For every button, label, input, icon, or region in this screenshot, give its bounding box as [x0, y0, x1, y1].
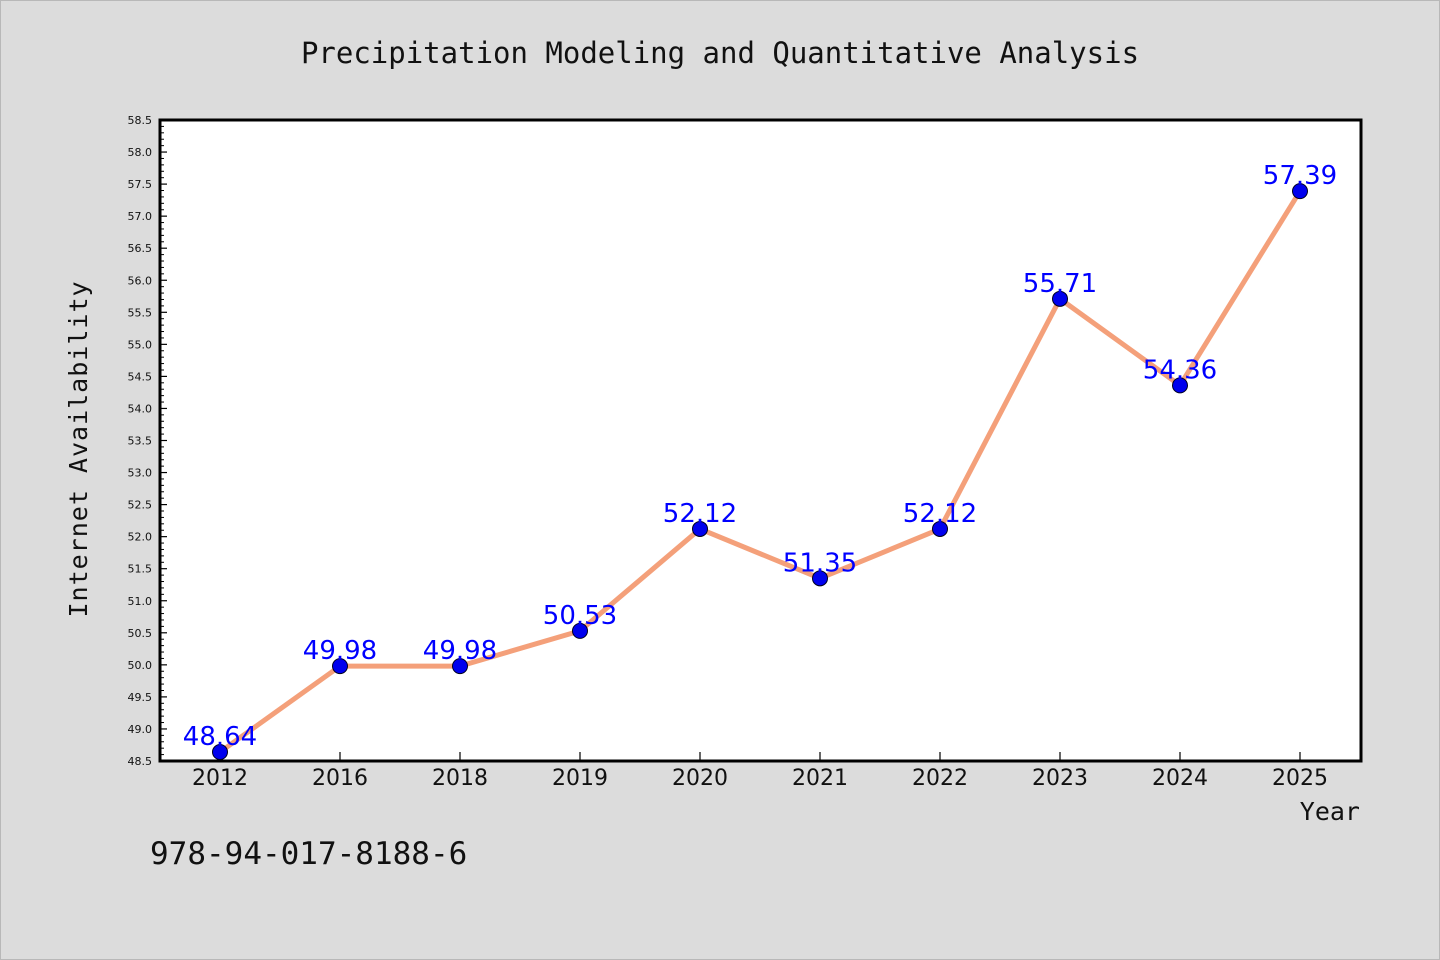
data-label-2022: 52.12 — [903, 499, 977, 529]
data-label-2012: 48.64 — [183, 722, 257, 752]
y-tick-label: 49.5 — [128, 691, 153, 704]
data-point-2019 — [572, 622, 588, 639]
x-tick-label: 2018 — [432, 766, 488, 791]
data-label-2021: 51.35 — [783, 548, 857, 578]
y-tick-label: 58.5 — [128, 114, 153, 127]
x-tick-label: 2024 — [1152, 766, 1208, 791]
data-label-2025: 57.39 — [1263, 161, 1337, 191]
y-tick-label: 48.5 — [128, 755, 153, 768]
y-tick-label: 56.5 — [128, 242, 153, 255]
y-tick-label: 56.0 — [128, 274, 153, 287]
data-label-2019: 50.53 — [543, 601, 617, 631]
footer-isbn: 978-94-017-8188-6 — [150, 836, 467, 872]
data-point-2023 — [1052, 290, 1068, 307]
data-label-2018: 49.98 — [423, 636, 497, 666]
y-tick-label: 50.0 — [128, 659, 153, 672]
y-tick-label: 52.0 — [128, 531, 153, 544]
data-label-2024: 54.36 — [1143, 355, 1217, 385]
y-tick-label: 50.5 — [128, 627, 153, 640]
y-tick-label: 53.5 — [128, 435, 153, 448]
x-tick-label: 2020 — [672, 766, 728, 791]
x-tick-label: 2021 — [792, 766, 848, 791]
data-markers — [212, 183, 1308, 761]
y-axis-label: Internet Availability — [64, 280, 93, 617]
x-axis: 2012 2016 2018 2019 2020 2021 2022 2023 2024 2025 — [192, 752, 1328, 791]
data-label-2016: 49.98 — [303, 636, 377, 666]
y-tick-label: 51.5 — [128, 563, 153, 576]
y-tick-label: 57.0 — [128, 210, 153, 223]
data-point-2021 — [812, 570, 828, 587]
x-tick-label: 2016 — [312, 766, 368, 791]
y-tick-label: 54.0 — [128, 402, 153, 415]
y-tick-label: 58.0 — [128, 146, 153, 159]
plot-area — [158, 118, 1363, 763]
y-axis: 48.5 49.0 49.5 50.0 50.5 51.0 51.5 52.0 52.5 53.0… — [128, 114, 167, 768]
data-point-2018 — [452, 658, 468, 675]
x-tick-label: 2023 — [1032, 766, 1088, 791]
y-tick-label: 49.0 — [128, 723, 153, 736]
data-point-2012 — [212, 744, 228, 761]
x-tick-label: 2019 — [552, 766, 608, 791]
y-tick-label: 57.5 — [128, 178, 153, 191]
data-label-2020: 52.12 — [663, 499, 737, 529]
data-point-2016 — [332, 658, 348, 675]
data-label-2023: 55.71 — [1023, 269, 1097, 299]
data-point-2020 — [692, 520, 708, 537]
y-tick-label: 52.5 — [128, 499, 153, 512]
chart-title: Precipitation Modeling and Quantitative … — [301, 36, 1139, 70]
x-tick-label: 2012 — [192, 766, 248, 791]
data-point-2022 — [932, 520, 948, 537]
y-tick-label: 53.0 — [128, 467, 153, 480]
y-tick-label: 55.5 — [128, 306, 153, 319]
series-line — [217, 188, 1303, 755]
data-point-2024 — [1172, 377, 1188, 394]
x-tick-label: 2025 — [1272, 766, 1328, 791]
y-tick-label: 51.0 — [128, 595, 153, 608]
x-tick-label: 2022 — [912, 766, 968, 791]
data-point-2025 — [1292, 183, 1308, 200]
x-axis-label: Year — [1300, 797, 1360, 826]
y-tick-label: 55.0 — [128, 338, 153, 351]
y-tick-label: 54.5 — [128, 370, 153, 383]
data-labels: 48.64 49.98 49.98 50.53 52.12 51.35 52.12 55.71… — [183, 161, 1337, 752]
